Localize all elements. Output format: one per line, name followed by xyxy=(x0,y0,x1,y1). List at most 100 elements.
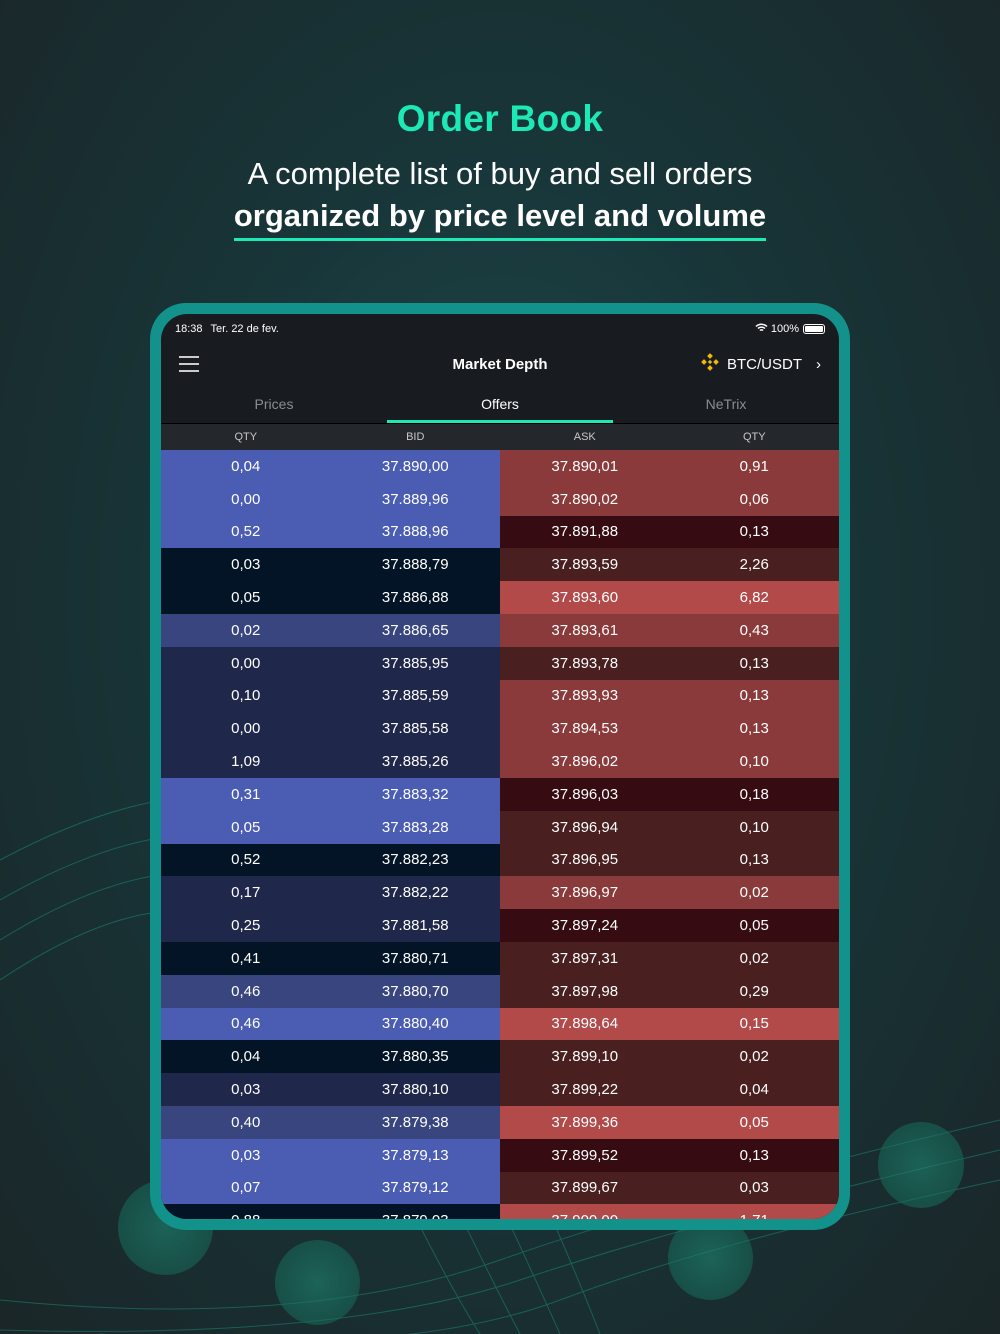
bid-price: 37.883,32 xyxy=(381,785,449,803)
nav-bar: Market Depth BTC/USDT › xyxy=(161,344,839,384)
col-bid: BID xyxy=(406,431,425,443)
ask-qty: 0,10 xyxy=(739,753,769,771)
bid-side: 0,04 37.880,35 xyxy=(161,1040,500,1074)
table-row[interactable]: 0,25 37.881,58 37.897,24 0,05 xyxy=(161,909,839,942)
bid-qty: 0,00 xyxy=(231,490,261,508)
table-row[interactable]: 0,46 37.880,70 37.897,98 0,29 xyxy=(161,974,839,1008)
table-row[interactable]: 0,00 37.889,96 37.890,02 0,06 xyxy=(161,482,839,516)
bid-price: 37.885,95 xyxy=(381,654,449,672)
pair-selector[interactable]: BTC/USDT › xyxy=(701,353,821,375)
bid-qty: 0,88 xyxy=(161,1212,331,1219)
bid-side: 0,07 37.879,12 xyxy=(161,1171,500,1205)
tab-offers[interactable]: Offers xyxy=(387,388,613,423)
table-row[interactable]: 0,05 37.886,88 37.893,60 6,82 xyxy=(161,581,839,614)
table-row[interactable]: 0,04 37.880,35 37.899,10 0,02 xyxy=(161,1040,839,1074)
ask-price: 37.896,95 xyxy=(551,851,619,869)
bid-price: 37.886,65 xyxy=(381,621,449,639)
bid-price: 37.885,26 xyxy=(381,753,449,771)
tablet-frame: 18:38 Ter. 22 de fev. 100% Market Depth … xyxy=(150,303,850,1230)
ask-qty: 0,29 xyxy=(739,982,769,1000)
table-row[interactable]: 0,88 37.879,03 37.900,00 1,71 xyxy=(161,1204,839,1219)
ask-side: 37.896,94 0,10 xyxy=(500,810,839,844)
table-row[interactable]: 0,07 37.879,12 37.899,67 0,03 xyxy=(161,1171,839,1205)
ask-side: 37.893,93 0,13 xyxy=(500,679,839,713)
ask-qty: 2,26 xyxy=(739,556,769,574)
bid-side: 0,46 37.880,40 xyxy=(161,1007,500,1041)
ask-side: 37.890,01 0,91 xyxy=(500,450,839,483)
ask-side: 37.890,02 0,06 xyxy=(500,482,839,516)
bid-qty: 0,10 xyxy=(231,687,261,705)
bid-price: 37.879,03 xyxy=(331,1212,501,1219)
ask-price: 37.899,67 xyxy=(551,1179,619,1197)
ask-side: 37.896,03 0,18 xyxy=(500,777,839,811)
table-row[interactable]: 0,03 37.879,13 37.899,52 0,13 xyxy=(161,1138,839,1172)
bid-price: 37.889,96 xyxy=(381,490,449,508)
ask-price: 37.893,59 xyxy=(551,556,619,574)
hero-title: Order Book xyxy=(396,98,604,139)
table-row[interactable]: 0,03 37.880,10 37.899,22 0,04 xyxy=(161,1073,839,1106)
bid-qty: 0,46 xyxy=(231,982,261,1000)
table-row[interactable]: 0,41 37.880,71 37.897,31 0,02 xyxy=(161,941,839,975)
bid-price: 37.880,10 xyxy=(381,1081,449,1099)
ask-price: 37.893,60 xyxy=(551,589,619,607)
ask-price: 37.890,02 xyxy=(551,490,619,508)
table-row[interactable]: 1,09 37.885,26 37.896,02 0,10 xyxy=(161,745,839,778)
table-row[interactable]: 0,31 37.883,32 37.896,03 0,18 xyxy=(161,777,839,811)
table-header: QTY BID ASK QTY xyxy=(161,424,839,450)
ask-side: 37.891,88 0,13 xyxy=(500,515,839,549)
bid-price: 37.890,00 xyxy=(381,457,449,475)
ask-price: 37.893,78 xyxy=(551,654,619,672)
ask-qty: 0,10 xyxy=(739,818,769,836)
ask-qty: 0,05 xyxy=(739,917,769,935)
bid-side: 0,00 37.885,58 xyxy=(161,712,500,746)
table-row[interactable]: 0,46 37.880,40 37.898,64 0,15 xyxy=(161,1007,839,1041)
table-row[interactable]: 0,00 37.885,95 37.893,78 0,13 xyxy=(161,646,839,680)
hero-subtitle-bold: organized by price level and volume xyxy=(233,198,767,241)
ask-qty: 0,13 xyxy=(739,523,769,541)
ask-price: 37.896,94 xyxy=(551,818,619,836)
bid-qty: 0,46 xyxy=(231,1015,261,1033)
bid-qty: 0,03 xyxy=(231,1081,261,1099)
menu-icon[interactable] xyxy=(179,356,199,372)
table-row[interactable]: 0,00 37.885,58 37.894,53 0,13 xyxy=(161,712,839,746)
table-row[interactable]: 0,40 37.879,38 37.899,36 0,05 xyxy=(161,1105,839,1139)
table-row[interactable]: 0,17 37.882,22 37.896,97 0,02 xyxy=(161,876,839,910)
bid-qty: 0,41 xyxy=(231,949,261,967)
status-time: 18:38 xyxy=(175,323,203,335)
bid-qty: 0,03 xyxy=(231,1146,261,1164)
table-row[interactable]: 0,02 37.886,65 37.893,61 0,43 xyxy=(161,613,839,647)
battery-icon xyxy=(803,324,825,334)
col-bid-qty: QTY xyxy=(234,431,258,443)
table-row[interactable]: 0,03 37.888,79 37.893,59 2,26 xyxy=(161,548,839,582)
bid-price: 37.880,35 xyxy=(381,1048,449,1066)
bid-qty: 0,25 xyxy=(231,917,261,935)
ask-side: 37.897,24 0,05 xyxy=(500,909,839,942)
table-row[interactable]: 0,52 37.888,96 37.891,88 0,13 xyxy=(161,515,839,549)
table-row[interactable]: 0,52 37.882,23 37.896,95 0,13 xyxy=(161,843,839,877)
ask-side: 37.893,59 2,26 xyxy=(500,548,839,582)
bid-qty: 0,05 xyxy=(231,589,261,607)
ask-price: 37.899,36 xyxy=(551,1113,619,1131)
battery-percent: 100% xyxy=(770,323,799,335)
ask-qty: 0,02 xyxy=(739,949,769,967)
ask-side: 37.899,22 0,04 xyxy=(500,1073,839,1106)
bid-price: 37.882,22 xyxy=(381,884,449,902)
table-row[interactable]: 0,05 37.883,28 37.896,94 0,10 xyxy=(161,810,839,844)
table-row[interactable]: 0,04 37.890,00 37.890,01 0,91 xyxy=(161,450,839,483)
wifi-icon xyxy=(755,323,768,336)
ask-price: 37.893,61 xyxy=(551,621,619,639)
ask-qty: 0,04 xyxy=(739,1081,769,1099)
bid-side: 0,03 37.888,79 xyxy=(161,548,500,582)
bid-side: 0,52 37.888,96 xyxy=(161,515,500,549)
table-row[interactable]: 0,10 37.885,59 37.893,93 0,13 xyxy=(161,679,839,713)
ask-side: 37.893,60 6,82 xyxy=(500,581,839,614)
tab-prices[interactable]: Prices xyxy=(254,396,294,412)
bid-price: 37.882,23 xyxy=(381,851,449,869)
ask-side: 37.900,00 1,71 xyxy=(500,1204,839,1219)
ask-qty: 0,43 xyxy=(739,621,769,639)
bid-price: 37.880,70 xyxy=(381,982,449,1000)
bid-qty: 0,04 xyxy=(231,1048,261,1066)
ask-qty: 0,13 xyxy=(739,1146,769,1164)
ask-side: 37.896,95 0,13 xyxy=(500,843,839,877)
tab-netrix[interactable]: NeTrix xyxy=(705,396,747,412)
